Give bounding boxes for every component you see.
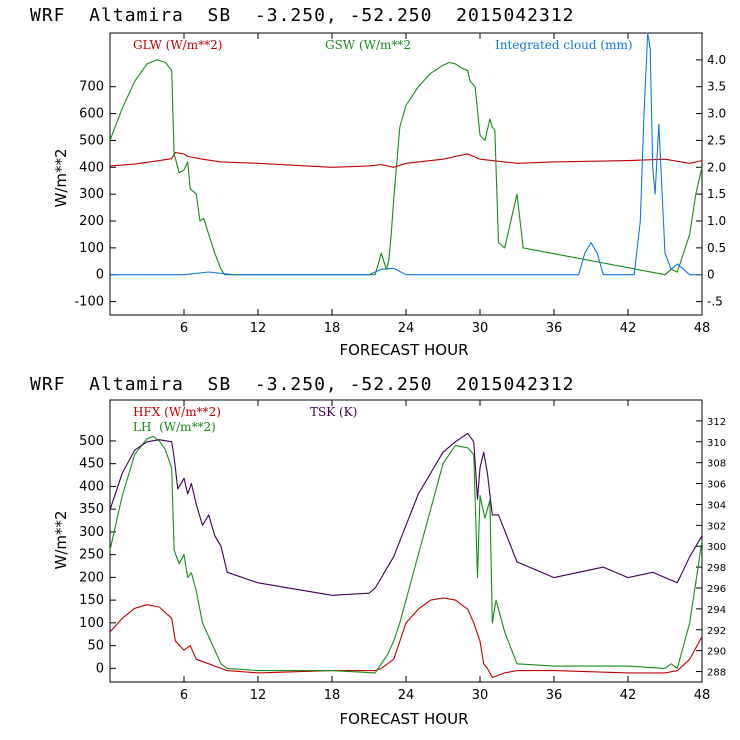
y2-tick-label: 310 — [707, 438, 726, 449]
y2-tick-label: 3.0 — [707, 107, 726, 121]
y2-tick-label: 2.0 — [707, 160, 726, 174]
x-tick-label: 12 — [250, 688, 267, 703]
y2-tick-label: 302 — [707, 521, 726, 532]
series-line-hfx — [109, 597, 703, 679]
x-tick-label: 36 — [546, 321, 563, 336]
y2-tick-label: 292 — [707, 626, 726, 637]
chart-bottom-xlabel: FORECAST HOUR — [339, 710, 468, 728]
chart-bottom-y2-axis: 288 290 292 294 296 298 300 302 304 306 308 310 312 — [696, 417, 726, 679]
x-tick-label: 24 — [398, 688, 415, 703]
y-tick-label: 500 — [79, 434, 104, 449]
legend-glw: GLW (W/m**2) — [133, 38, 222, 52]
y-tick-label: 300 — [79, 187, 104, 202]
chart-top-x-axis: 6 12 18 24 30 36 42 48 — [180, 33, 710, 336]
y-tick-label: 0 — [96, 661, 104, 676]
y-tick-label: 50 — [87, 639, 104, 654]
y-tick-label: 400 — [79, 479, 104, 494]
x-tick-label: 18 — [324, 321, 341, 336]
y2-tick-label: 0 — [707, 268, 715, 282]
y2-tick-label: 308 — [707, 459, 726, 470]
y2-tick-label: 312 — [707, 417, 726, 428]
y2-tick-label: 290 — [707, 647, 726, 658]
legend-hfx: HFX (W/m**2) — [133, 405, 221, 419]
chart-bottom-series — [109, 432, 703, 679]
x-tick-label: 6 — [180, 688, 188, 703]
y2-tick-label: 1.5 — [707, 187, 726, 201]
chart-top-ylabel: W/m**2 — [52, 148, 70, 207]
y-tick-label: 100 — [79, 616, 104, 631]
x-tick-label: 42 — [620, 321, 637, 336]
x-tick-label: 48 — [694, 321, 711, 336]
chart-top: WRF Altamira SB -3.250, -52.250 20150423… — [30, 5, 726, 359]
x-tick-label: 6 — [180, 321, 188, 336]
legend-lh: LH (W/m**2) — [133, 420, 216, 434]
chart-top-y-axis: -100 0 100 200 300 400 500 600 700 — [74, 80, 116, 310]
x-tick-label: 30 — [472, 321, 489, 336]
x-tick-label: 48 — [694, 688, 711, 703]
y2-tick-label: 306 — [707, 480, 726, 491]
chart-top-series — [109, 32, 703, 276]
legend-gsw: GSW (W/m**2 — [325, 38, 411, 52]
chart-bottom-x-axis: 6 12 18 24 30 36 42 48 — [180, 400, 710, 703]
chart-bottom: WRF Altamira SB -3.250, -52.250 20150423… — [30, 374, 726, 728]
y2-tick-label: 3.5 — [707, 80, 726, 94]
y2-tick-label: 304 — [707, 500, 726, 511]
series-line-gsw — [109, 59, 703, 276]
y2-tick-label: 300 — [707, 542, 726, 553]
y-tick-label: 200 — [79, 214, 104, 229]
y2-tick-label: 294 — [707, 605, 726, 616]
y-tick-label: 0 — [96, 268, 104, 283]
y-tick-label: 250 — [79, 548, 104, 563]
series-line-tsk — [109, 432, 703, 596]
y2-tick-label: 1.0 — [707, 214, 726, 228]
y-tick-label: 450 — [79, 457, 104, 472]
y-tick-label: 700 — [79, 80, 104, 95]
y-tick-label: 600 — [79, 107, 104, 122]
y-tick-label: 200 — [79, 570, 104, 585]
legend-tsk: TSK (K) — [310, 405, 357, 419]
chart-top-xlabel: FORECAST HOUR — [339, 341, 468, 359]
y-tick-label: -100 — [74, 295, 104, 310]
x-tick-label: 24 — [398, 321, 415, 336]
chart-bottom-y-axis: 0 50 100 150 200 250 300 350 400 450 500 — [79, 434, 116, 676]
x-tick-label: 36 — [546, 688, 563, 703]
y2-tick-label: 296 — [707, 584, 726, 595]
chart-top-title: WRF Altamira SB -3.250, -52.250 20150423… — [30, 5, 575, 26]
y-tick-label: 150 — [79, 593, 104, 608]
y2-tick-label: 4.0 — [707, 53, 726, 67]
chart-bottom-title: WRF Altamira SB -3.250, -52.250 20150423… — [30, 374, 575, 395]
x-tick-label: 30 — [472, 688, 489, 703]
x-tick-label: 42 — [620, 688, 637, 703]
y2-tick-label: 298 — [707, 563, 726, 574]
series-line-glw — [109, 151, 703, 168]
y2-tick-label: 0.5 — [707, 241, 726, 255]
chart-top-y2-axis: -.5 0 0.5 1.0 1.5 2.0 2.5 3.0 3.5 4.0 — [696, 53, 726, 309]
y2-tick-label: -.5 — [707, 295, 723, 309]
x-tick-label: 12 — [250, 321, 267, 336]
chart-bottom-ylabel: W/m**2 — [52, 510, 70, 569]
y2-tick-label: 288 — [707, 668, 726, 679]
y2-tick-label: 2.5 — [707, 133, 726, 147]
y-tick-label: 500 — [79, 133, 104, 148]
x-tick-label: 18 — [324, 688, 341, 703]
y-tick-label: 400 — [79, 160, 104, 175]
y-tick-label: 100 — [79, 241, 104, 256]
y-tick-label: 300 — [79, 525, 104, 540]
legend-integrated-cloud: Integrated cloud (mm) — [495, 38, 633, 52]
series-line-lh — [109, 435, 703, 674]
y-tick-label: 350 — [79, 502, 104, 517]
series-line-integrated — [110, 32, 702, 276]
